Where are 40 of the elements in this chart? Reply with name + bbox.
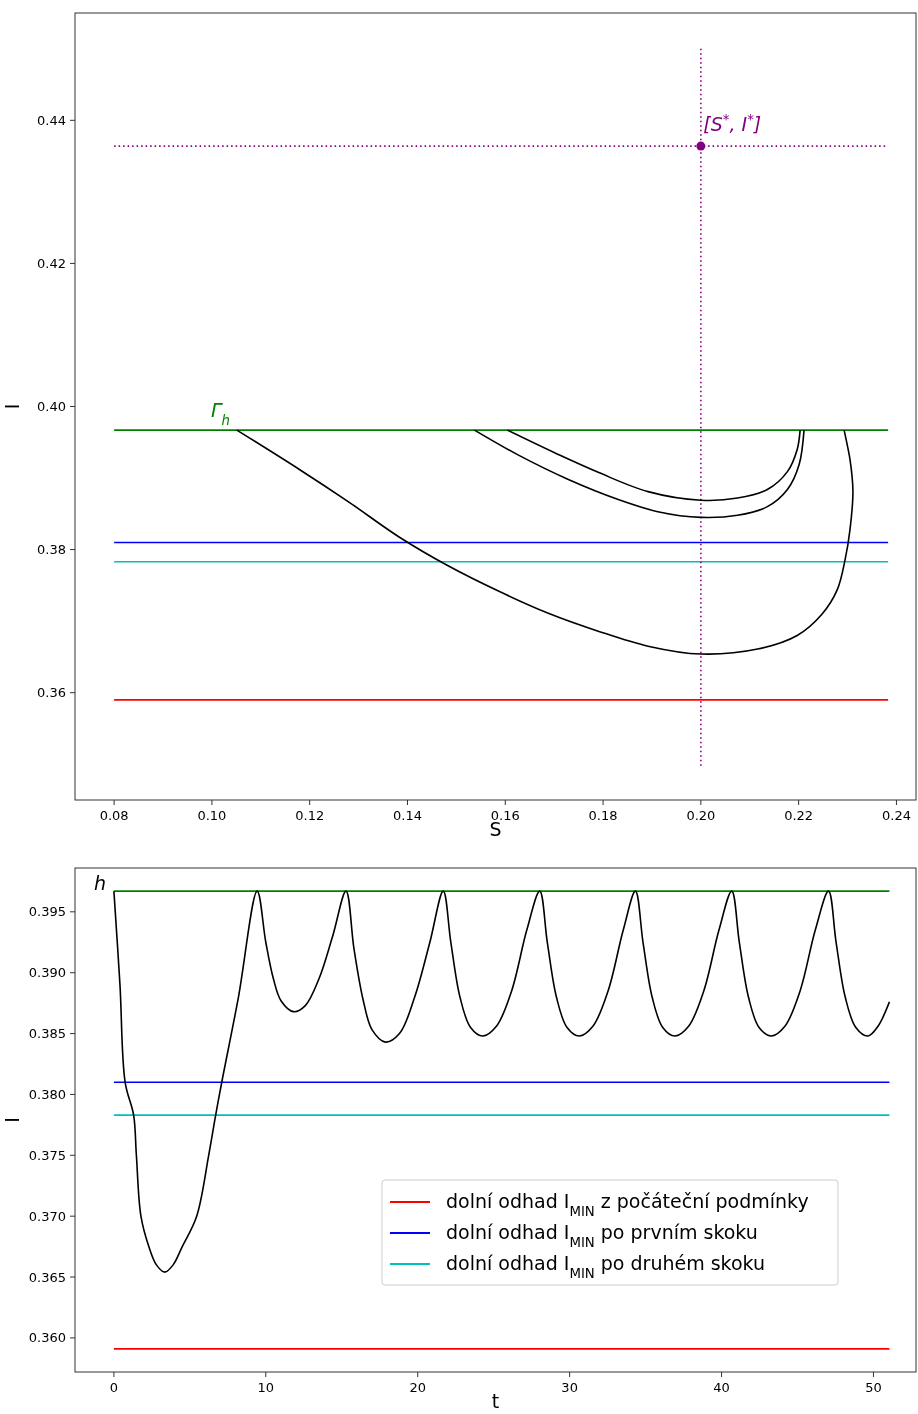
y-tick-label: 0.380 bbox=[28, 1086, 66, 1102]
y-tick-label: 0.370 bbox=[28, 1208, 66, 1224]
y-tick-label: 0.38 bbox=[37, 542, 66, 558]
x-tick-label: 40 bbox=[713, 1380, 730, 1395]
x-tick-label: 0.22 bbox=[784, 808, 814, 823]
x-tick-label: 0.14 bbox=[393, 808, 422, 823]
x-tick-label: 10 bbox=[257, 1380, 275, 1395]
y-axis-title: I bbox=[1, 1117, 23, 1123]
x-tick-label: 0.18 bbox=[588, 808, 618, 823]
y-tick-label: 0.390 bbox=[28, 965, 66, 981]
x-axis-title: t bbox=[491, 1390, 500, 1412]
y-tick-label: 0.36 bbox=[37, 685, 66, 701]
x-tick-label: 0.20 bbox=[686, 808, 716, 823]
line-series bbox=[473, 429, 805, 519]
y-tick-label: 0.375 bbox=[28, 1147, 66, 1163]
y-tick-label: 0.395 bbox=[28, 904, 66, 920]
y-axis-title: I bbox=[1, 403, 23, 410]
y-tick-label: 0.365 bbox=[28, 1269, 66, 1285]
legend-label: dolní odhad I$_{MIN}$ po prvním skoku bbox=[446, 1221, 758, 1250]
x-tick-label: 0.16 bbox=[490, 808, 520, 823]
x-tick-label: 0.08 bbox=[99, 808, 129, 823]
line-series bbox=[506, 429, 801, 502]
annotation: [S$^{*}$, I$^{*}$] bbox=[703, 111, 762, 136]
x-tick-label: 0.24 bbox=[881, 808, 911, 823]
annotation: h bbox=[94, 872, 107, 894]
x-tick-label: 20 bbox=[409, 1380, 426, 1395]
y-tick-label: 0.40 bbox=[37, 399, 66, 414]
legend-label: dolní odhad I$_{MIN}$ po druhém skoku bbox=[446, 1252, 766, 1281]
x-tick-label: 0 bbox=[109, 1380, 119, 1395]
legend-label: dolní odhad I$_{MIN}$ z počáteční podmínky bbox=[446, 1190, 809, 1219]
x-tick-label: 0.10 bbox=[197, 808, 227, 823]
y-tick-label: 0.360 bbox=[28, 1330, 66, 1346]
annotation: Γ$_{h}$ bbox=[211, 399, 231, 428]
line-series bbox=[236, 429, 854, 655]
x-tick-label: 30 bbox=[561, 1380, 578, 1395]
x-tick-label: 50 bbox=[865, 1380, 882, 1395]
y-tick-label: 0.385 bbox=[28, 1026, 66, 1042]
y-tick-label: 0.44 bbox=[37, 112, 66, 128]
x-tick-label: 0.12 bbox=[295, 808, 325, 823]
y-tick-label: 0.42 bbox=[37, 255, 66, 271]
